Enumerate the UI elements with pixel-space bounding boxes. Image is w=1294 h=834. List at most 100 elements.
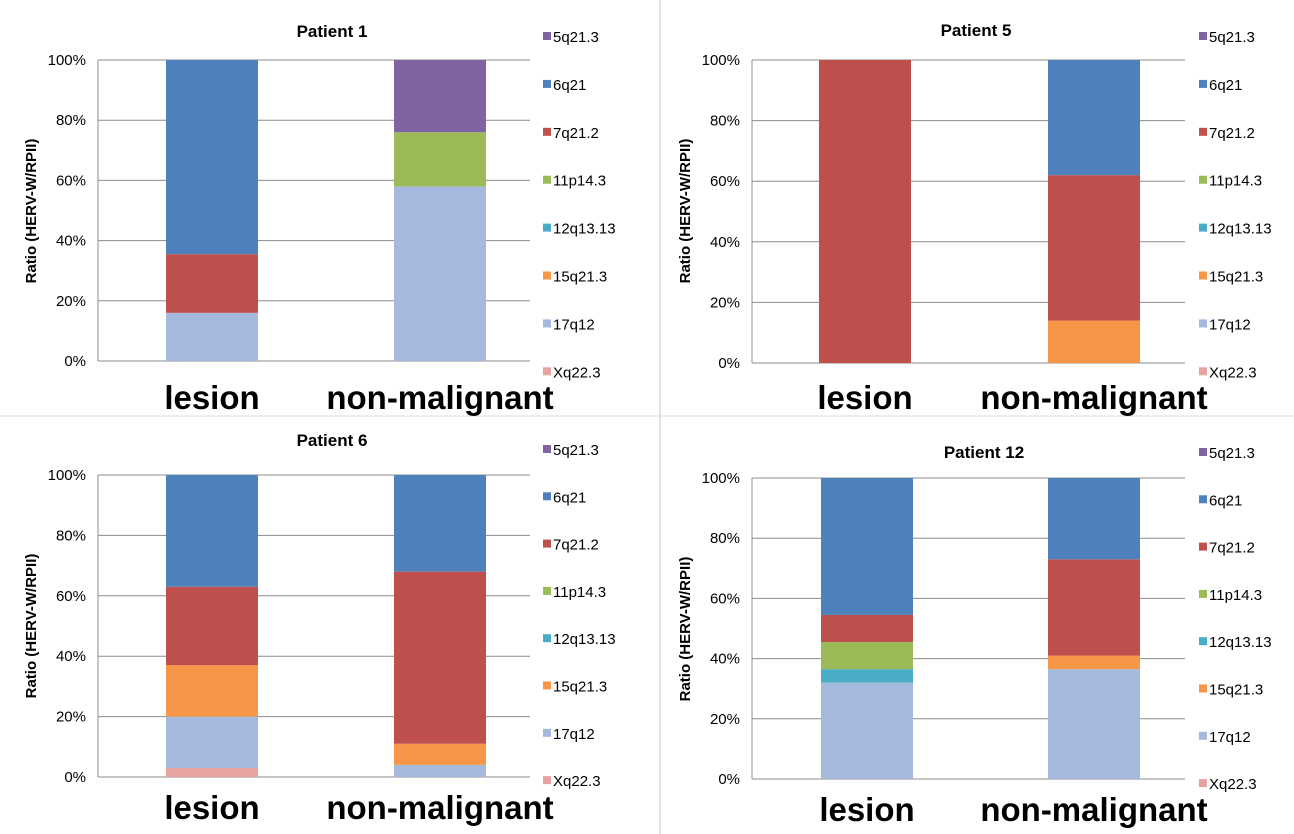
x-category-label: non-malignant bbox=[980, 379, 1207, 416]
legend-label: 12q13.13 bbox=[553, 631, 616, 648]
legend-label: 5q21.3 bbox=[1209, 445, 1255, 462]
legend-label: 17q12 bbox=[553, 316, 595, 333]
legend-swatch-5q21-3 bbox=[543, 32, 551, 40]
y-tick-label: 40% bbox=[56, 648, 86, 665]
bar-segment-15q21-3 bbox=[166, 665, 258, 717]
y-tick-label: 60% bbox=[56, 172, 86, 189]
x-category-label: non-malignant bbox=[980, 791, 1207, 828]
y-tick-label: 60% bbox=[710, 173, 740, 190]
legend-label: 12q13.13 bbox=[553, 221, 616, 238]
legend-swatch-Xq22-3 bbox=[543, 776, 551, 785]
bar-segment-Xq22-3 bbox=[166, 767, 258, 777]
y-tick-label: 20% bbox=[56, 709, 86, 726]
y-axis-label: Ratio (HERV-W/RPII) bbox=[23, 139, 40, 284]
bar-segment-5q21-3 bbox=[394, 60, 486, 133]
x-category-label: lesion bbox=[819, 791, 914, 828]
legend-label: 17q12 bbox=[1209, 729, 1251, 746]
bar-segment-15q21-3 bbox=[394, 743, 486, 765]
legend-label: 12q13.13 bbox=[1209, 634, 1272, 651]
x-category-label: non-malignant bbox=[326, 379, 553, 416]
x-category-label: lesion bbox=[164, 789, 259, 826]
legend-label: 15q21.3 bbox=[553, 679, 607, 696]
bar-segment-7q21-2 bbox=[1048, 559, 1140, 656]
y-axis-label: Ratio (HERV-W/RPII) bbox=[677, 557, 694, 702]
x-category-label: lesion bbox=[164, 379, 259, 416]
y-axis-label: Ratio (HERV-W/RPII) bbox=[677, 139, 694, 284]
legend-label: 12q13.13 bbox=[1209, 221, 1272, 238]
y-tick-label: 0% bbox=[718, 355, 740, 372]
legend-swatch-12q13-13 bbox=[543, 223, 551, 232]
legend-label: 6q21 bbox=[553, 77, 586, 94]
legend-label: 6q21 bbox=[1209, 77, 1242, 94]
chart-title: Patient 12 bbox=[944, 443, 1024, 462]
legend-swatch-6q21 bbox=[543, 79, 551, 88]
legend-swatch-15q21-3 bbox=[1199, 271, 1207, 280]
y-tick-label: 60% bbox=[56, 588, 86, 605]
legend-swatch-15q21-3 bbox=[543, 681, 551, 690]
chart-title: Patient 5 bbox=[941, 21, 1012, 40]
bar-segment-11p14-3 bbox=[821, 642, 913, 670]
chart-panel-3: Patient 6 Ratio (HERV-W/RPII) 0% 20% 40% 60% 8… bbox=[23, 431, 616, 826]
legend-swatch-17q12 bbox=[1199, 319, 1207, 328]
bar-segment-15q21-3 bbox=[1048, 655, 1140, 670]
bar-segment-7q21-2 bbox=[819, 60, 911, 363]
legend-label: Xq22.3 bbox=[553, 773, 601, 790]
bar-segment-12q13-13 bbox=[821, 669, 913, 683]
legend-label: 11p14.3 bbox=[553, 584, 606, 601]
legend-swatch-6q21 bbox=[543, 492, 551, 501]
x-category-label: non-malignant bbox=[326, 789, 553, 826]
bar-segment-6q21 bbox=[166, 475, 258, 587]
bar-segment-6q21 bbox=[821, 478, 913, 615]
legend-label: 15q21.3 bbox=[1209, 269, 1263, 286]
bar-segment-17q12 bbox=[166, 312, 258, 361]
y-tick-label: 40% bbox=[710, 234, 740, 251]
y-tick-label: 100% bbox=[702, 52, 740, 69]
legend-swatch-12q13-13 bbox=[1199, 223, 1207, 232]
legend-label: Xq22.3 bbox=[553, 364, 601, 381]
bar-segment-17q12 bbox=[394, 186, 486, 361]
y-tick-label: 60% bbox=[710, 590, 740, 607]
legend-swatch-5q21-3 bbox=[543, 445, 551, 453]
legend-swatch-6q21 bbox=[1199, 79, 1207, 88]
bar-segment-7q21-2 bbox=[1048, 175, 1140, 321]
legend-swatch-Xq22-3 bbox=[543, 367, 551, 376]
legend-label: 7q21.2 bbox=[1209, 540, 1255, 557]
bar-segment-15q21-3 bbox=[1048, 320, 1140, 363]
legend-swatch-11p14-3 bbox=[1199, 589, 1207, 598]
legend-swatch-7q21-2 bbox=[1199, 542, 1207, 551]
legend-label: 7q21.2 bbox=[553, 537, 599, 554]
legend-swatch-6q21 bbox=[1199, 495, 1207, 504]
legend-label: 6q21 bbox=[553, 489, 586, 506]
y-tick-label: 20% bbox=[710, 294, 740, 311]
legend-swatch-17q12 bbox=[543, 319, 551, 328]
bar-segment-6q21 bbox=[394, 475, 486, 572]
legend-swatch-Xq22-3 bbox=[1199, 779, 1207, 788]
legend-label: Xq22.3 bbox=[1209, 364, 1257, 381]
y-tick-label: 20% bbox=[710, 711, 740, 728]
y-tick-label: 20% bbox=[56, 293, 86, 310]
x-category-label: lesion bbox=[817, 379, 912, 416]
y-tick-label: 80% bbox=[710, 530, 740, 547]
y-tick-label: 100% bbox=[48, 52, 86, 69]
bar-segment-7q21-2 bbox=[166, 586, 258, 666]
legend-label: Xq22.3 bbox=[1209, 776, 1257, 793]
legend-swatch-15q21-3 bbox=[1199, 684, 1207, 693]
bar-segment-17q12 bbox=[821, 682, 913, 779]
legend-swatch-Xq22-3 bbox=[1199, 367, 1207, 376]
legend-swatch-11p14-3 bbox=[543, 586, 551, 595]
bar-segment-6q21 bbox=[166, 60, 258, 255]
bar-segment-17q12 bbox=[1048, 669, 1140, 779]
legend-label: 17q12 bbox=[553, 726, 595, 743]
y-axis-label: Ratio (HERV-W/RPII) bbox=[23, 554, 40, 699]
legend-swatch-17q12 bbox=[543, 728, 551, 737]
legend-label: 5q21.3 bbox=[1209, 29, 1255, 46]
legend-label: 7q21.2 bbox=[553, 125, 599, 142]
legend-swatch-17q12 bbox=[1199, 731, 1207, 740]
bar-segment-17q12 bbox=[166, 716, 258, 768]
legend-label: 17q12 bbox=[1209, 316, 1251, 333]
y-tick-label: 80% bbox=[56, 527, 86, 544]
y-tick-label: 80% bbox=[56, 112, 86, 129]
y-tick-label: 40% bbox=[710, 651, 740, 668]
legend-swatch-15q21-3 bbox=[543, 271, 551, 280]
